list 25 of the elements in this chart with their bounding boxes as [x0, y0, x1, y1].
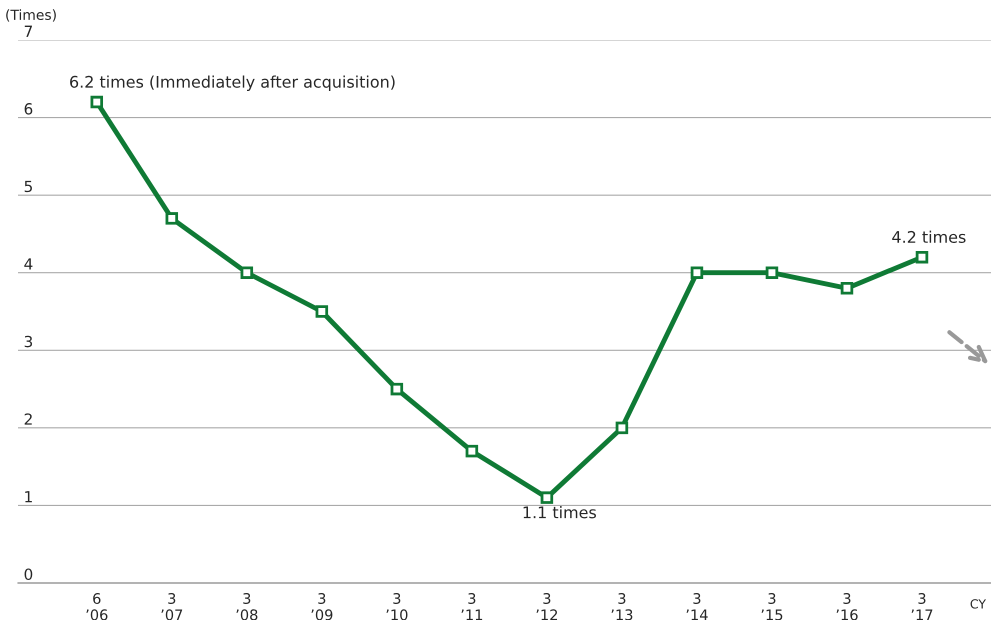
- x-axis-title: CY: [970, 599, 986, 609]
- annotation: 4.2 times: [892, 230, 966, 243]
- x-tick-label: 3 ’17: [912, 592, 932, 620]
- y-tick-label: 5: [24, 180, 32, 192]
- annotation: 6.2 times (Immediately after acquisition): [70, 75, 395, 91]
- annotation: 1.1 times: [524, 506, 596, 518]
- x-tick-label: 3 ’07: [161, 592, 182, 620]
- x-tick-label: 3 ’10: [386, 592, 408, 620]
- x-tick-label: 3 ’11: [462, 592, 482, 620]
- x-tick-label: 3 ’09: [312, 592, 332, 620]
- x-tick-label: 3 ’16: [836, 592, 858, 620]
- x-tick-label: 3 ’13: [612, 592, 632, 620]
- x-tick-label: 3 ’15: [762, 592, 782, 620]
- y-tick-label: 3: [24, 336, 32, 348]
- y-tick-label: 7: [24, 26, 32, 37]
- y-tick-label: 4: [24, 258, 32, 270]
- y-axis-title: (Times): [6, 9, 56, 22]
- x-tick-label: 3 ’12: [536, 592, 558, 620]
- y-tick-label: 1: [25, 491, 32, 502]
- x-tick-label: 6 ’06: [86, 592, 108, 620]
- y-tick-label: 2: [24, 413, 32, 425]
- x-tick-label: 3 ’14: [686, 592, 708, 620]
- y-tick-label: 0: [24, 568, 32, 580]
- y-tick-label: 6: [24, 103, 32, 115]
- x-tick-label: 3 ’08: [236, 592, 258, 620]
